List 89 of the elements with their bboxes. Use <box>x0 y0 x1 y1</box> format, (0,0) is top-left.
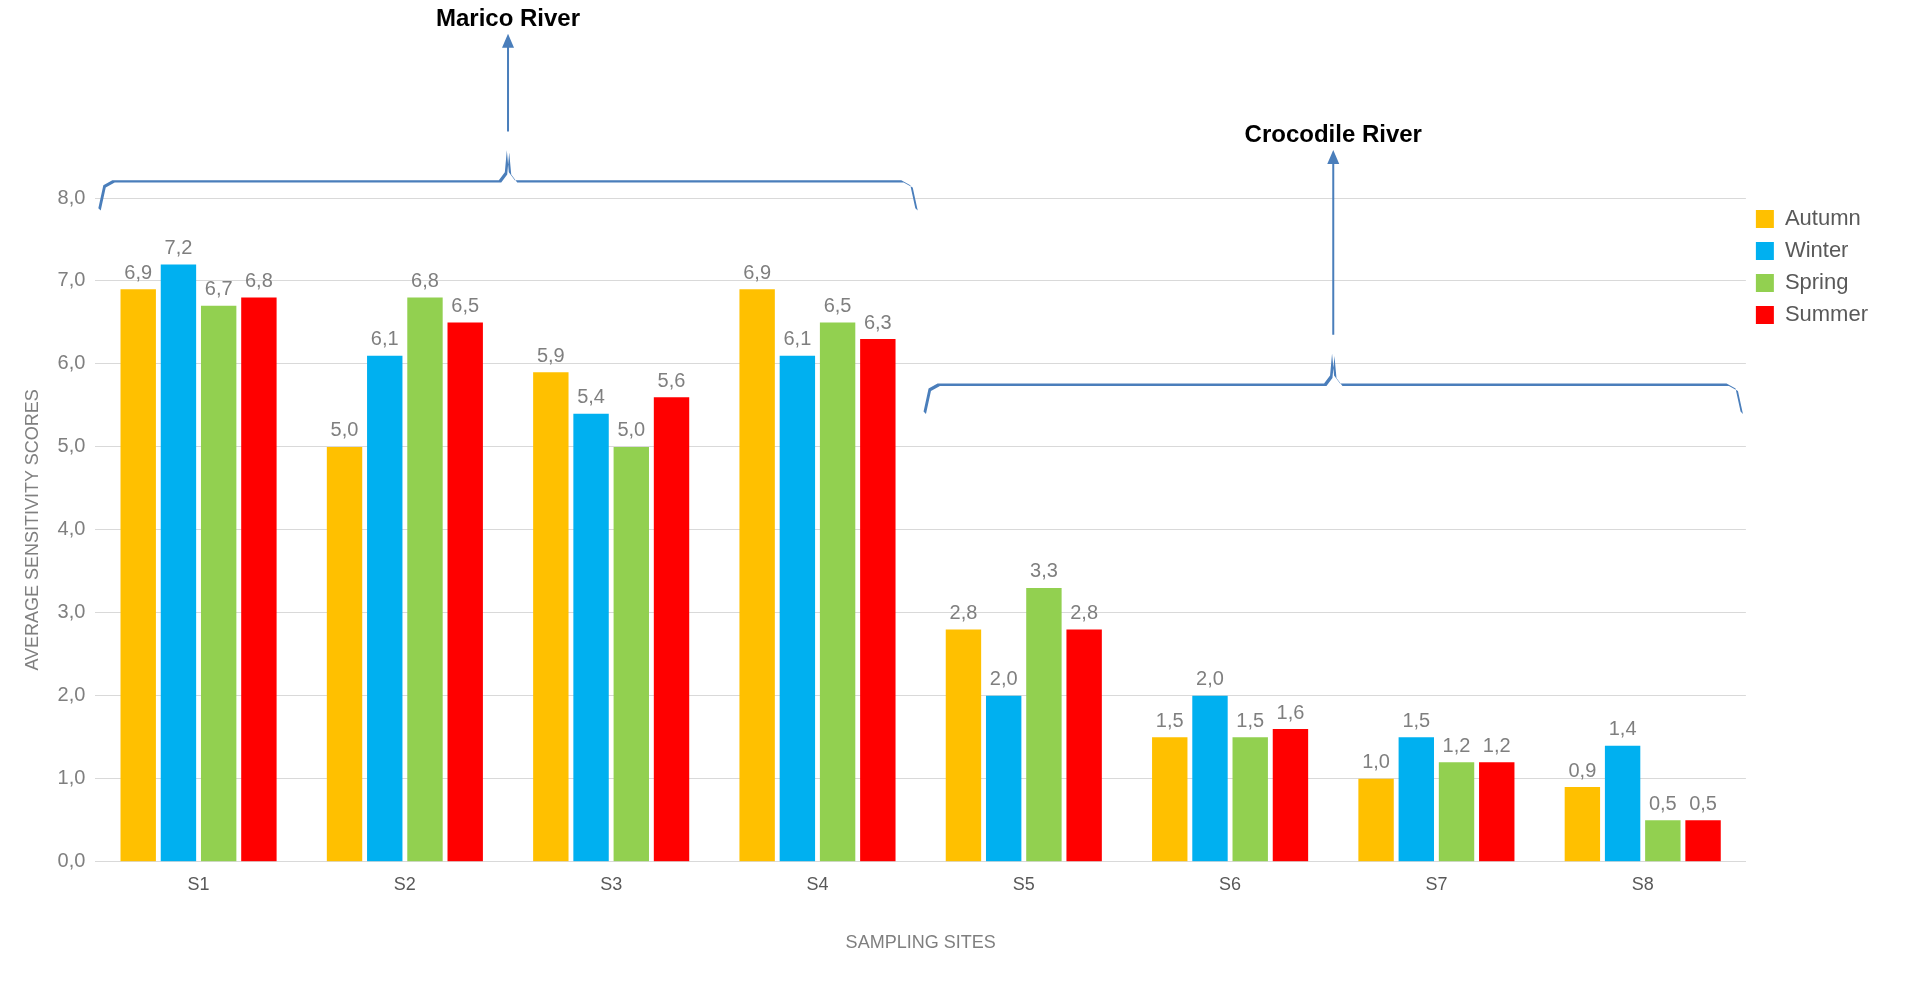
bar <box>1645 820 1681 862</box>
y-tick-label: 8,0 <box>57 185 86 208</box>
bar <box>1438 762 1475 862</box>
data-label: 5,6 <box>657 368 686 391</box>
data-label: 6,1 <box>783 327 812 350</box>
data-label: 6,8 <box>245 269 273 292</box>
y-tick-label: 3,0 <box>57 600 86 623</box>
bar <box>533 372 569 862</box>
y-tick-label: 1,0 <box>57 766 86 789</box>
y-tick-label: 2,0 <box>57 683 86 706</box>
bar <box>739 289 775 862</box>
data-label: 7,2 <box>164 235 193 258</box>
legend-label: Autumn <box>1784 205 1861 231</box>
text: Marico River <box>435 3 581 32</box>
bar <box>447 322 483 862</box>
x-tick-label: S6 <box>1219 873 1242 894</box>
y-tick-label: 6,0 <box>57 351 86 374</box>
x-tick-label: S7 <box>1425 873 1448 894</box>
bar <box>200 305 237 862</box>
bar <box>573 413 609 862</box>
data-label: 1,5 <box>1402 708 1431 731</box>
bar <box>1272 729 1309 862</box>
data-label: 1,5 <box>1236 708 1265 731</box>
bar <box>326 446 363 862</box>
data-label: 2,0 <box>1196 667 1224 690</box>
data-label: 0,9 <box>1568 758 1597 781</box>
bar <box>860 339 896 862</box>
x-tick-label: S8 <box>1631 873 1654 894</box>
y-tick-label: 5,0 <box>57 434 86 457</box>
data-label: 2,0 <box>989 667 1018 690</box>
legend-label: Winter <box>1784 237 1849 263</box>
y-tick-label: 7,0 <box>57 268 86 291</box>
x-tick-label: S3 <box>600 873 623 894</box>
data-label: 1,2 <box>1442 733 1471 756</box>
bar <box>407 297 443 862</box>
x-tick-label: S4 <box>806 873 829 894</box>
data-label: 1,2 <box>1482 733 1511 756</box>
bar <box>819 322 856 862</box>
bar <box>985 695 1022 862</box>
data-label: 6,8 <box>411 269 439 292</box>
bar <box>120 289 156 862</box>
bar <box>653 397 690 862</box>
y-tick-label: 4,0 <box>57 517 86 540</box>
data-label: 1,4 <box>1608 717 1637 740</box>
data-label: 3,3 <box>1030 559 1058 582</box>
data-label: 5,0 <box>330 418 359 441</box>
data-label: 2,8 <box>1070 600 1099 623</box>
data-label: 6,9 <box>743 260 772 283</box>
bar <box>1358 778 1394 862</box>
bar <box>613 446 649 862</box>
data-label: 6,1 <box>370 327 399 350</box>
bar <box>1192 695 1228 862</box>
data-label: 6,3 <box>863 310 892 333</box>
data-label: 6,9 <box>124 260 153 283</box>
bar <box>1604 745 1641 862</box>
data-label: 2,8 <box>949 600 978 623</box>
bar <box>1398 737 1434 862</box>
legend-label: Spring <box>1784 269 1849 295</box>
legend-label: Summer <box>1784 301 1868 327</box>
data-label: 5,9 <box>536 343 565 366</box>
x-tick-label: S1 <box>187 873 210 894</box>
x-tick-label: S2 <box>393 873 416 894</box>
y-axis-title: AVERAGE SENSITIVITY SCORES <box>21 389 42 671</box>
data-label: 0,5 <box>1648 791 1677 814</box>
bar <box>367 355 403 862</box>
bar <box>1066 629 1102 862</box>
data-label: 1,6 <box>1276 700 1305 723</box>
bar <box>241 297 277 862</box>
data-label: 5,0 <box>617 418 646 441</box>
bar <box>779 355 816 862</box>
data-label: 1,0 <box>1362 750 1390 773</box>
bar <box>1232 737 1268 862</box>
bar <box>1479 762 1515 862</box>
data-label: 6,7 <box>204 277 233 300</box>
data-label: 1,5 <box>1155 708 1184 731</box>
bar <box>1026 587 1062 862</box>
x-axis-title: SAMPLING SITES <box>845 932 996 953</box>
bar <box>1685 820 1721 862</box>
data-label: 6,5 <box>451 293 480 316</box>
bar <box>945 629 982 862</box>
data-label: 5,4 <box>577 385 605 408</box>
x-tick-label: S5 <box>1012 873 1035 894</box>
bar <box>1152 737 1188 862</box>
bar <box>1564 787 1601 862</box>
text: Crocodile River <box>1244 119 1422 148</box>
data-label: 0,5 <box>1689 791 1717 814</box>
bar <box>160 264 197 862</box>
data-label: 6,5 <box>823 293 852 316</box>
y-tick-label: 0,0 <box>57 849 86 872</box>
